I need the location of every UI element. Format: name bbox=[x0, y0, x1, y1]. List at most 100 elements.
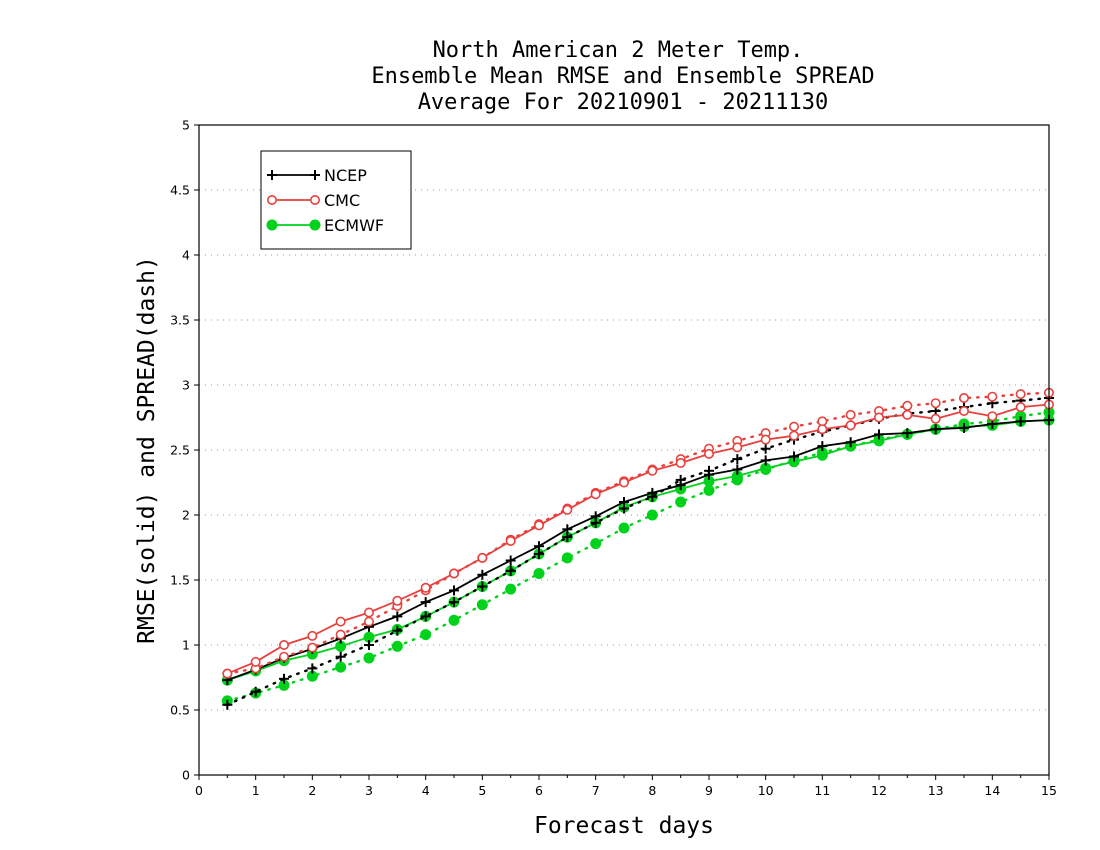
ncep-rmse-point bbox=[420, 597, 431, 608]
x-tick-label: 4 bbox=[422, 783, 430, 798]
ncep-rmse-point bbox=[930, 424, 941, 435]
x-tick-label: 9 bbox=[705, 783, 713, 798]
y-tick-label: 3.5 bbox=[170, 313, 190, 328]
ecmwf-spread-point bbox=[675, 496, 687, 508]
x-tick-label: 2 bbox=[308, 783, 316, 798]
ncep-rmse-point bbox=[817, 441, 828, 452]
cmc-rmse-point bbox=[760, 434, 771, 445]
grid-lines bbox=[199, 189, 1049, 711]
x-tick-label: 12 bbox=[871, 783, 887, 798]
cmc-spread-point bbox=[1015, 389, 1026, 400]
ncep-spread-point bbox=[250, 686, 261, 697]
cmc-rmse-point bbox=[1015, 402, 1026, 413]
ncep-spread-point bbox=[392, 625, 403, 636]
ncep-spread-point bbox=[449, 597, 459, 608]
cmc-spread-point bbox=[335, 629, 346, 640]
y-tick-label: 2 bbox=[182, 508, 190, 523]
ecmwf-spread-point bbox=[618, 522, 630, 534]
ncep-rmse-point bbox=[477, 569, 488, 580]
cmc-rmse-point bbox=[958, 405, 969, 416]
legend-marker-cmc bbox=[266, 195, 277, 206]
cmc-rmse-point bbox=[590, 489, 601, 500]
ncep-rmse-point bbox=[845, 437, 856, 448]
cmc-rmse-point bbox=[420, 582, 431, 593]
ncep-rmse-point bbox=[392, 611, 403, 622]
legend-marker-ncep bbox=[267, 170, 277, 180]
ecmwf-spread-point bbox=[420, 629, 432, 641]
x-tick-label: 11 bbox=[814, 783, 830, 798]
ecmwf-spread-point bbox=[335, 661, 347, 673]
x-tick-label: 3 bbox=[365, 783, 373, 798]
cmc-rmse-point bbox=[675, 457, 686, 468]
ncep-rmse-line bbox=[226, 419, 1050, 681]
ncep-spread-point bbox=[279, 673, 289, 684]
y-tick-label: 0.5 bbox=[170, 703, 190, 718]
legend-marker-ecmwf bbox=[266, 219, 278, 231]
x-tick-label: 13 bbox=[928, 783, 944, 798]
ncep-rmse-point bbox=[874, 429, 884, 440]
ncep-spread-point bbox=[505, 565, 516, 576]
y-tick-label: 1.5 bbox=[170, 573, 190, 588]
cmc-rmse-point bbox=[477, 552, 488, 563]
cmc-rmse-point bbox=[392, 595, 403, 606]
ecmwf-spread-point bbox=[448, 614, 460, 626]
ecmwf-spread-line bbox=[226, 411, 1051, 703]
ncep-rmse-point bbox=[590, 511, 601, 522]
ncep-rmse-point bbox=[675, 480, 686, 491]
y-tick-label: 3 bbox=[182, 378, 190, 393]
cmc-rmse-point bbox=[930, 413, 941, 424]
ncep-rmse-point bbox=[789, 451, 799, 462]
legend-marker-ecmwf bbox=[309, 219, 321, 231]
ecmwf-spread-point bbox=[363, 652, 375, 664]
ncep-rmse-point bbox=[732, 464, 743, 475]
cmc-rmse-point bbox=[505, 535, 516, 546]
ecmwf-spread-point bbox=[533, 568, 545, 579]
legend-marker-cmc bbox=[309, 195, 320, 206]
cmc-rmse-point bbox=[845, 420, 856, 431]
ncep-spread-line bbox=[226, 396, 1051, 706]
x-tick-label: 0 bbox=[195, 783, 203, 798]
cmc-spread-point bbox=[845, 409, 856, 420]
ncep-rmse-point bbox=[449, 585, 459, 596]
ncep-rmse-point bbox=[534, 541, 544, 552]
ncep-rmse-point bbox=[1015, 416, 1026, 427]
x-tick-label: 15 bbox=[1041, 783, 1057, 798]
cmc-rmse-point bbox=[562, 504, 573, 515]
x-tick-label: 1 bbox=[252, 783, 260, 798]
cmc-rmse-point bbox=[902, 409, 913, 420]
cmc-rmse-point bbox=[363, 607, 374, 618]
ncep-spread-point bbox=[307, 663, 318, 674]
ecmwf-rmse-point bbox=[816, 449, 828, 461]
series-layer bbox=[221, 387, 1055, 710]
cmc-rmse-point bbox=[335, 616, 346, 627]
ecmwf-spread-point bbox=[561, 552, 573, 564]
cmc-rmse-point bbox=[533, 520, 544, 531]
ncep-rmse-point bbox=[647, 487, 658, 498]
x-tick-label: 5 bbox=[478, 783, 486, 798]
x-tick-label: 7 bbox=[592, 783, 600, 798]
y-axis-title: RMSE(solid) and SPREAD(dash) bbox=[134, 256, 160, 644]
x-tick-label: 6 bbox=[535, 783, 543, 798]
ncep-rmse-point bbox=[760, 455, 771, 466]
legend-label-ncep: NCEP bbox=[324, 166, 367, 185]
x-tick-label: 10 bbox=[758, 783, 774, 798]
ncep-rmse-point bbox=[902, 428, 913, 439]
cmc-rmse-point bbox=[732, 442, 743, 453]
legend: NCEP CMC ECMWF bbox=[260, 150, 412, 250]
cmc-spread-point bbox=[958, 392, 969, 403]
ncep-spread-point bbox=[732, 454, 743, 465]
y-tick-label: 4 bbox=[182, 248, 190, 263]
ncep-rmse-point bbox=[562, 524, 573, 535]
cmc-rmse-point bbox=[222, 668, 233, 679]
ecmwf-spread-point bbox=[646, 509, 658, 521]
ncep-rmse-point bbox=[619, 497, 629, 507]
cmc-rmse-point bbox=[278, 639, 289, 650]
cmc-rmse-point bbox=[788, 430, 799, 441]
ncep-rmse-point bbox=[959, 422, 969, 433]
ncep-spread-point bbox=[222, 699, 233, 710]
cmc-rmse-point bbox=[703, 448, 714, 459]
chart-title-line-1: North American 2 Meter Temp. bbox=[433, 38, 804, 63]
axis-ticks: 00.511.522.533.544.550 1 2 3 4 5 6 7 8 9 10 11 12 13 1… bbox=[170, 118, 1057, 799]
cmc-rmse-point bbox=[618, 477, 629, 488]
